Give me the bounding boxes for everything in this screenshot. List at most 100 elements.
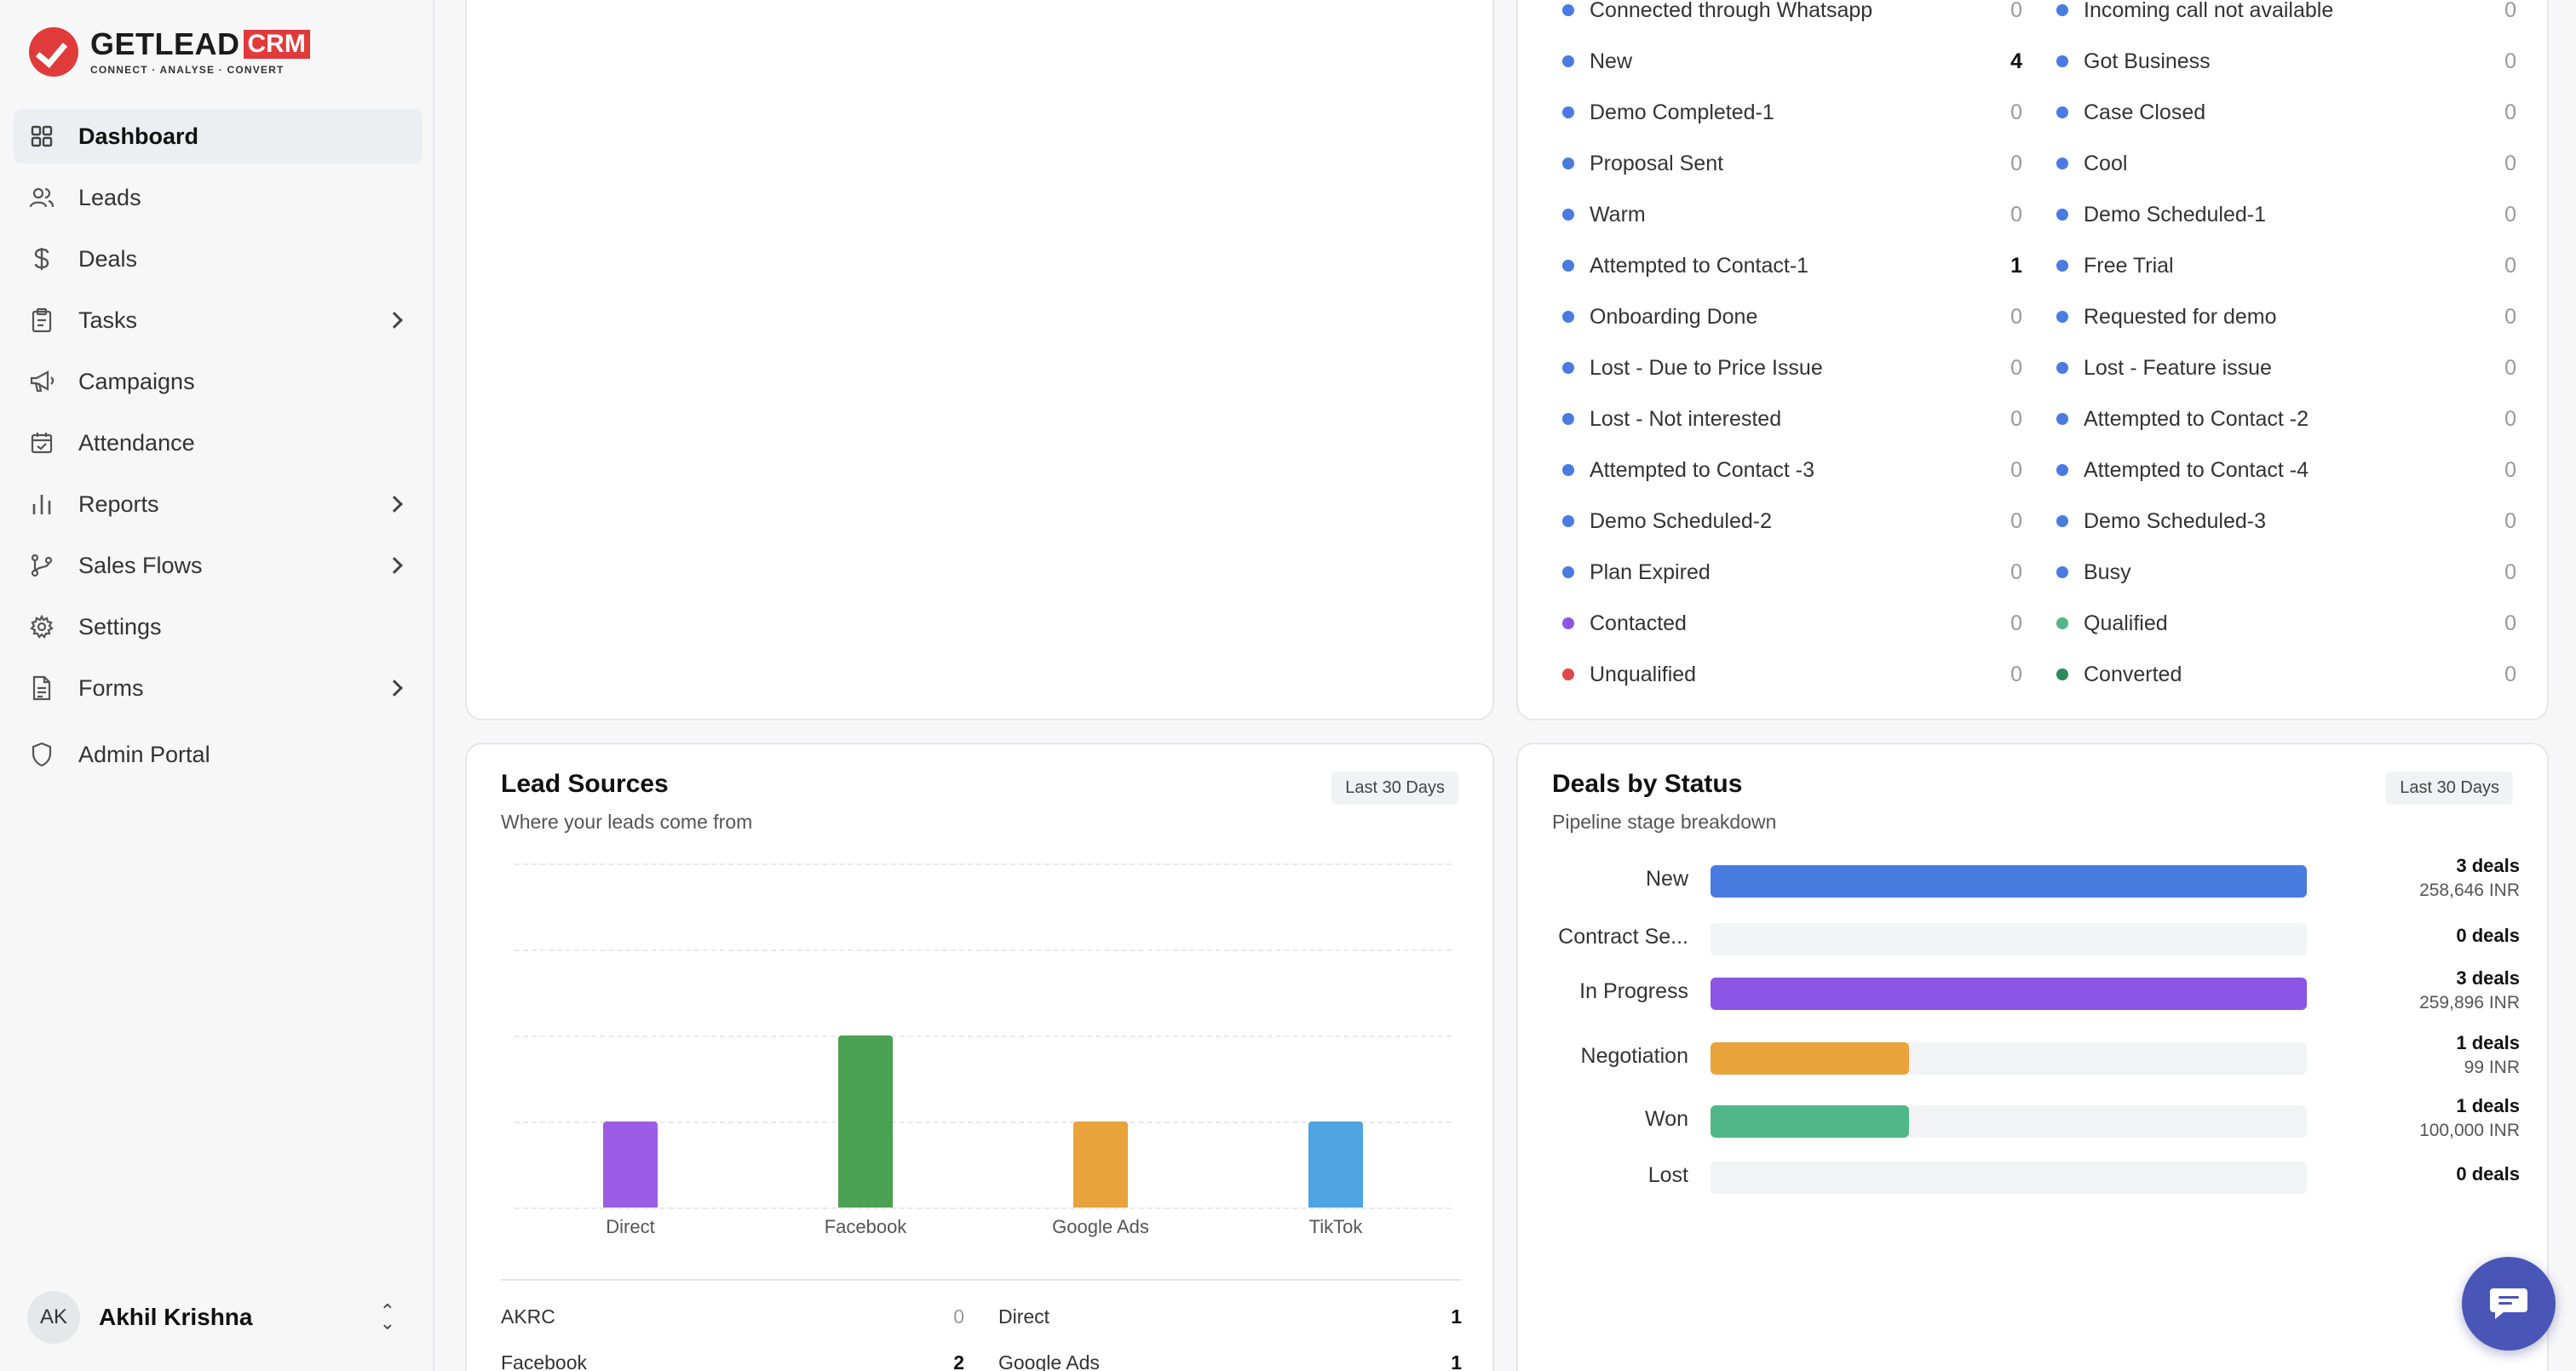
- lead-status-row[interactable]: Attempted to Contact -3 0: [1562, 453, 2022, 487]
- sidebar-item-label: Sales Flows: [78, 552, 203, 578]
- sidebar-item-settings[interactable]: Settings: [14, 599, 423, 654]
- lead-status-row[interactable]: Connected through Whatsapp 0: [1562, 0, 2022, 27]
- status-dot: [2056, 464, 2068, 476]
- lead-status-count: 0: [2010, 304, 2022, 329]
- lead-source-value: 1: [1451, 1305, 1462, 1328]
- sidebar-item-sales-flows[interactable]: Sales Flows: [14, 538, 423, 593]
- bar-tiktok[interactable]: [1308, 1121, 1363, 1208]
- lead-source-item[interactable]: AKRC 0: [501, 1301, 964, 1332]
- sidebar-item-tasks[interactable]: Tasks: [14, 293, 423, 347]
- lead-status-count: 0: [2504, 100, 2516, 124]
- lead-status-row[interactable]: Qualified 0: [2056, 606, 2516, 640]
- user-menu[interactable]: AK Akhil Krishna ⌃ ⌄: [27, 1290, 411, 1345]
- lead-status-row[interactable]: Requested for demo 0: [2056, 300, 2516, 334]
- lead-status-row[interactable]: Demo Scheduled-1 0: [2056, 198, 2516, 232]
- lead-status-count: 0: [2504, 202, 2516, 227]
- lead-status-row[interactable]: Demo Scheduled-3 0: [2056, 504, 2516, 538]
- sidebar-item-reports[interactable]: Reports: [14, 477, 423, 531]
- sidebar-item-campaigns[interactable]: Campaigns: [14, 354, 423, 409]
- sidebar-item-label: Dashboard: [78, 123, 199, 149]
- lead-status-label: Lost - Not interested: [1590, 406, 1782, 431]
- deal-status-row[interactable]: In Progress 3 deals 259,896 INR: [1552, 967, 2520, 1018]
- bar-facebook[interactable]: [838, 1035, 893, 1208]
- chevron-right-icon: [386, 312, 403, 329]
- deal-status-row[interactable]: Contract Se... 0 deals: [1552, 913, 2520, 964]
- lead-status-row[interactable]: Unqualified 0: [1562, 657, 2022, 691]
- lead-status-row[interactable]: Proposal Sent 0: [1562, 146, 2022, 181]
- lead-status-row[interactable]: Contacted 0: [1562, 606, 2022, 640]
- status-dot: [2056, 515, 2068, 527]
- sidebar-item-attendance[interactable]: Attendance: [14, 416, 423, 470]
- chat-button[interactable]: [2462, 1257, 2556, 1351]
- x-tick-label: Facebook: [824, 1216, 907, 1237]
- deal-status-row[interactable]: Lost 0 deals: [1552, 1151, 2520, 1202]
- lead-status-row[interactable]: Lost - Due to Price Issue 0: [1562, 351, 2022, 385]
- sidebar-item-deals[interactable]: Deals: [14, 232, 423, 286]
- lead-status-row[interactable]: Onboarding Done 0: [1562, 300, 2022, 334]
- lead-source-value: 2: [953, 1351, 964, 1371]
- lead-status-row[interactable]: Got Business 0: [2056, 44, 2516, 78]
- deal-status-row[interactable]: Won 1 deals 100,000 INR: [1552, 1095, 2520, 1146]
- deal-status-row[interactable]: Negotiation 1 deals 99 INR: [1552, 1032, 2520, 1083]
- lead-status-row[interactable]: Warm 0: [1562, 198, 2022, 232]
- lead-status-label: Busy: [2084, 559, 2131, 584]
- lead-status-row[interactable]: Demo Scheduled-2 0: [1562, 504, 2022, 538]
- sidebar-item-admin-portal[interactable]: Admin Portal: [14, 727, 423, 782]
- chevron-right-icon: [386, 680, 403, 697]
- deal-status-label: Negotiation: [1580, 1044, 1688, 1068]
- lead-source-item[interactable]: Google Ads 1: [998, 1347, 1462, 1371]
- lead-status-row[interactable]: Lost - Not interested 0: [1562, 402, 2022, 436]
- lead-status-row[interactable]: Lost - Feature issue 0: [2056, 351, 2516, 385]
- bar-chart-icon: [29, 491, 55, 517]
- deal-status-track: [1711, 923, 2307, 955]
- lead-status-row[interactable]: Incoming call not available 0: [2056, 0, 2516, 27]
- lead-status-row[interactable]: Case Closed 0: [2056, 95, 2516, 129]
- lead-status-row[interactable]: Attempted to Contact -2 0: [2056, 402, 2516, 436]
- status-dot: [2056, 413, 2068, 425]
- chevron-right-icon: [386, 557, 403, 574]
- lead-status-row[interactable]: Free Trial 0: [2056, 249, 2516, 283]
- lead-source-item[interactable]: Direct 1: [998, 1301, 1462, 1332]
- lead-status-row[interactable]: Plan Expired 0: [1562, 555, 2022, 589]
- lead-status-count: 0: [2504, 406, 2516, 431]
- lead-status-label: Contacted: [1590, 611, 1687, 635]
- avatar: AK: [27, 1291, 80, 1344]
- lead-source-item[interactable]: Facebook 2: [501, 1347, 964, 1371]
- lead-status-label: Attempted to Contact -2: [2084, 406, 2309, 431]
- sidebar-item-dashboard[interactable]: Dashboard: [14, 109, 423, 163]
- lead-status-row[interactable]: Demo Completed-1 0: [1562, 95, 2022, 129]
- chevron-up-down-icon[interactable]: ⌃ ⌄: [379, 1300, 395, 1334]
- lead-status-count: 0: [2010, 457, 2022, 482]
- sidebar-item-forms[interactable]: Forms: [14, 661, 423, 715]
- x-tick-label: Direct: [606, 1216, 655, 1237]
- lead-status-row[interactable]: Attempted to Contact-1 1: [1562, 249, 2022, 283]
- deal-status-label: New: [1645, 867, 1688, 891]
- deals-by-status-card: Deals by Status Pipeline stage breakdown…: [1516, 743, 2549, 1371]
- status-dot: [1562, 515, 1574, 527]
- sidebar-item-label: Campaigns: [78, 368, 195, 394]
- dollar-icon: [29, 246, 55, 272]
- lead-sources-range-badge[interactable]: Last 30 Days: [1331, 772, 1458, 805]
- lead-status-row[interactable]: Busy 0: [2056, 555, 2516, 589]
- lead-status-row[interactable]: Cool 0: [2056, 146, 2516, 181]
- bar-direct[interactable]: [603, 1121, 658, 1208]
- gridline: [515, 949, 1452, 951]
- deals-range-badge[interactable]: Last 30 Days: [2386, 772, 2513, 805]
- users-icon: [29, 185, 55, 210]
- lead-status-count: 0: [2504, 304, 2516, 329]
- sidebar-item-leads[interactable]: Leads: [14, 170, 423, 225]
- megaphone-icon: [29, 369, 55, 394]
- bar-google-ads[interactable]: [1073, 1121, 1128, 1208]
- gridline: [515, 1208, 1452, 1209]
- lead-status-count: 0: [2010, 406, 2022, 431]
- lead-status-row[interactable]: Converted 0: [2056, 657, 2516, 691]
- deal-status-row[interactable]: New 3 deals 258,646 INR: [1552, 855, 2520, 906]
- brand-logo[interactable]: GETLEAD CRM CONNECT · ANALYSE · CONVERT: [29, 27, 310, 77]
- calendar-check-icon: [29, 430, 55, 456]
- status-dot: [1562, 617, 1574, 629]
- lead-source-label: Facebook: [501, 1351, 588, 1371]
- status-dot: [1562, 4, 1574, 16]
- lead-status-label: Lost - Feature issue: [2084, 355, 2272, 380]
- lead-status-row[interactable]: Attempted to Contact -4 0: [2056, 453, 2516, 487]
- lead-status-row[interactable]: New 4: [1562, 44, 2022, 78]
